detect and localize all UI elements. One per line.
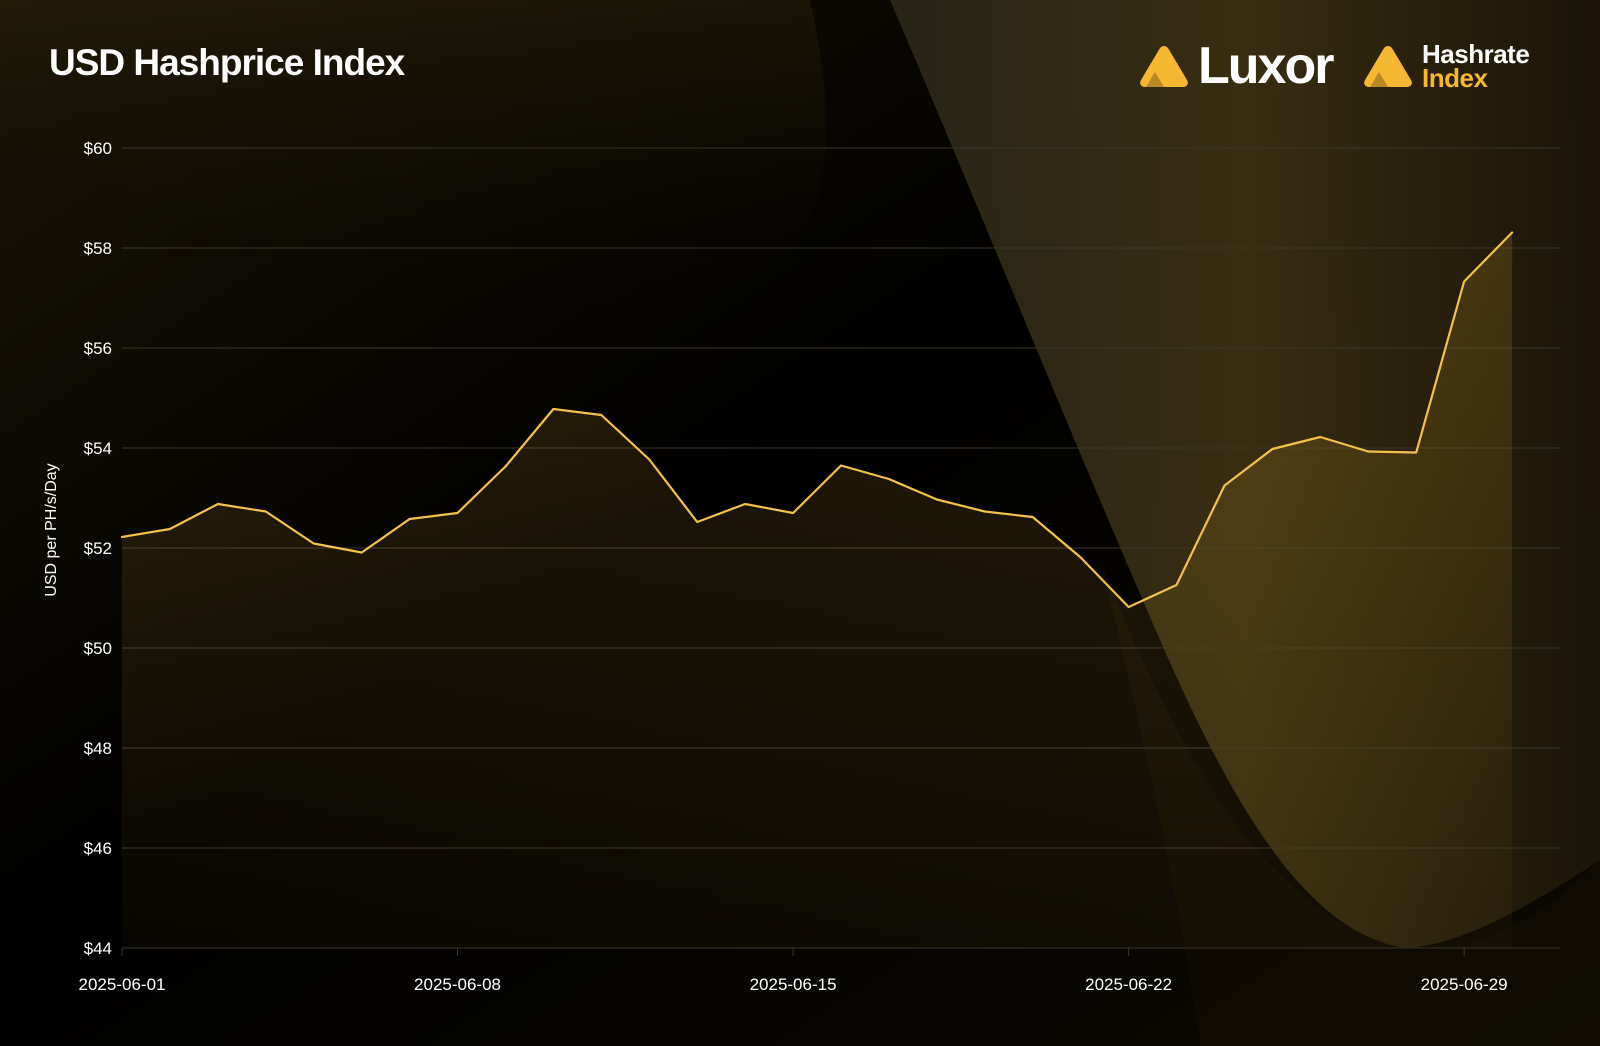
x-tick-label: 2025-06-29 — [1421, 975, 1508, 994]
hashrate-index-brand: Hashrate Index — [1362, 39, 1530, 93]
line-layer — [120, 231, 1514, 609]
area-layer — [122, 232, 1513, 948]
hashrate-index-wordmark-line1: Hashrate — [1422, 39, 1530, 69]
y-tick-label: $48 — [84, 739, 112, 758]
hashrate-index-triangle-icon — [1364, 46, 1412, 87]
x-tick-label: 2025-06-15 — [750, 975, 837, 994]
y-tick-label: $54 — [84, 439, 112, 458]
luxor-wordmark: Luxor — [1198, 37, 1334, 95]
y-axis-ticks: $44 $46 $48 $50 $52 $54 $56 $58 $60 — [84, 139, 112, 958]
y-tick-label: $56 — [84, 339, 112, 358]
x-tick-label: 2025-06-22 — [1085, 975, 1172, 994]
x-tick-label: 2025-06-01 — [79, 975, 166, 994]
y-tick-label: $60 — [84, 139, 112, 158]
y-axis-title: USD per PH/s/Day — [43, 463, 60, 596]
x-axis-ticks: 2025-06-01 2025-06-08 2025-06-15 2025-06-22… — [79, 947, 1560, 994]
x-tick-label: 2025-06-08 — [414, 975, 501, 994]
y-tick-label: $44 — [84, 939, 112, 958]
page-title: USD Hashprice Index — [49, 42, 405, 83]
hashrate-index-wordmark-line2: Index — [1422, 63, 1488, 93]
y-tick-label: $58 — [84, 239, 112, 258]
y-tick-label: $50 — [84, 639, 112, 658]
luxor-brand: Luxor — [1138, 37, 1334, 95]
luxor-triangle-icon — [1140, 46, 1188, 87]
series-area — [122, 232, 1513, 948]
y-tick-label: $52 — [84, 539, 112, 558]
y-tick-label: $46 — [84, 839, 112, 858]
series-line — [120, 231, 1514, 609]
